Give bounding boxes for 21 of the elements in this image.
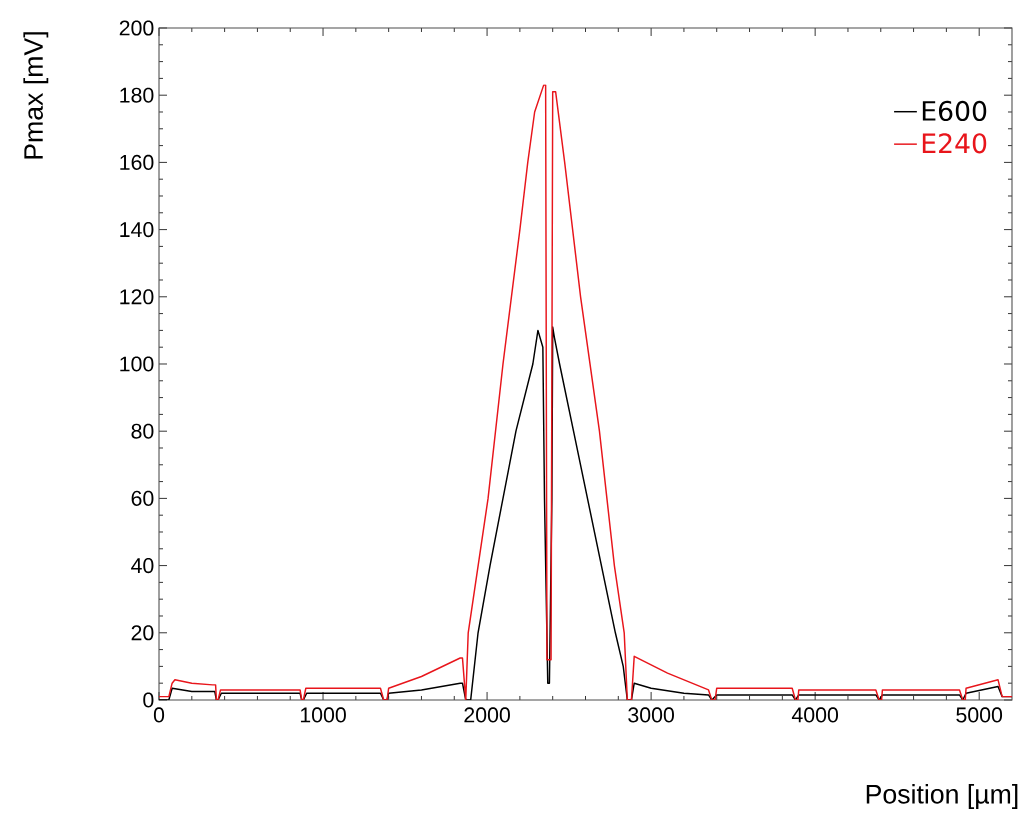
- x-tick-label: 1000: [300, 707, 346, 723]
- y-axis-title: Pmax [mV]: [23, 32, 49, 159]
- x-tick-label: 0: [153, 707, 165, 723]
- y-tick-label: 120: [120, 289, 154, 305]
- y-tick-label: 140: [120, 222, 154, 238]
- y-tick-label: 40: [131, 558, 154, 574]
- y-tick-label: 200: [119, 20, 154, 36]
- y-tick-label: 80: [131, 423, 154, 439]
- y-tick-label: 20: [131, 625, 154, 641]
- y-tick-label: 160: [120, 154, 154, 170]
- y-tick-label: 60: [131, 490, 154, 506]
- x-tick-label: 4000: [791, 707, 839, 723]
- y-tick-label: 100: [120, 356, 154, 372]
- x-axis-title: Position [µm]: [866, 784, 1018, 809]
- x-tick-label: 2000: [464, 707, 510, 723]
- y-tick-label: 0: [143, 692, 154, 708]
- legend-label: E600: [922, 100, 987, 121]
- x-tick-label: 5000: [956, 707, 1003, 723]
- y-tick-label: 180: [120, 87, 154, 103]
- legend-label: E240: [922, 133, 987, 154]
- x-tick-label: 3000: [628, 707, 674, 723]
